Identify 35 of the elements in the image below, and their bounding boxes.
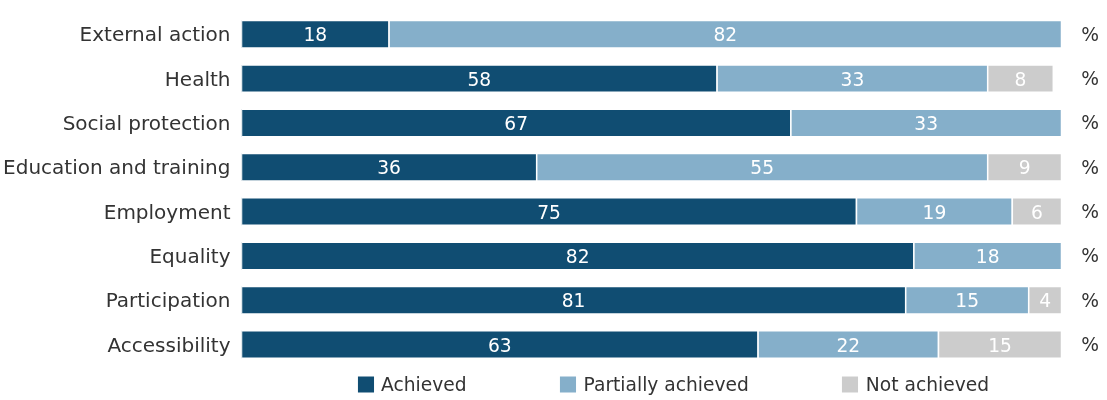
text: % — [1081, 201, 1100, 223]
data-label: 36 — [377, 157, 401, 179]
text: % — [1081, 334, 1100, 356]
y-tick-label: Accessibility — [107, 332, 231, 357]
y-tick-label: Health — [164, 66, 231, 91]
text: % — [1081, 156, 1100, 178]
text: % — [1081, 245, 1100, 267]
legend-label: Partially achieved — [583, 373, 749, 395]
legend-label: Achieved — [380, 373, 467, 395]
data-label: 33 — [914, 112, 939, 134]
data-label: 81 — [561, 290, 586, 312]
text: % — [1081, 68, 1100, 90]
text: % — [1081, 289, 1100, 311]
text: % — [1081, 112, 1100, 134]
data-label: 18 — [303, 24, 328, 46]
data-label: 33 — [840, 68, 865, 90]
data-label: 19 — [922, 201, 947, 223]
y-tick-label: Employment — [103, 199, 231, 224]
y-tick-label: Education and training — [3, 155, 231, 180]
data-label: 63 — [487, 334, 512, 356]
data-label: 75 — [537, 201, 561, 223]
data-label: 67 — [504, 112, 529, 134]
y-tick-label: Participation — [105, 288, 231, 313]
y-tick-label: External action — [79, 22, 231, 47]
data-label: 82 — [713, 24, 738, 46]
data-label: 55 — [750, 157, 775, 179]
data-label: 58 — [467, 68, 492, 90]
data-label: 82 — [565, 245, 590, 267]
data-label: 18 — [975, 245, 1000, 267]
y-tick-label: Equality — [149, 243, 231, 268]
legend-label: Not achieved — [865, 373, 990, 395]
y-tick-label: Social protection — [62, 110, 231, 135]
text: % — [1081, 23, 1100, 45]
data-label: 15 — [955, 290, 980, 312]
data-label: 22 — [836, 334, 861, 356]
